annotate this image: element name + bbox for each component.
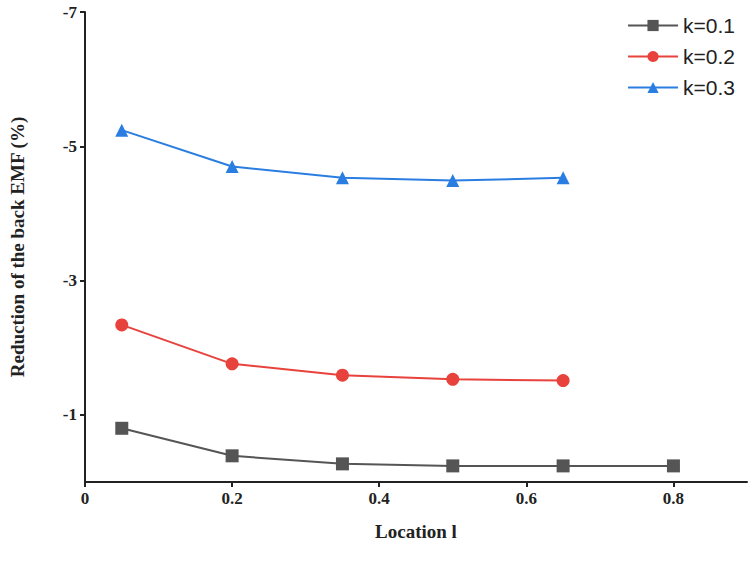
svg-text:k=0.1: k=0.1: [683, 14, 735, 37]
svg-text:Location l: Location l: [375, 521, 457, 542]
svg-text:-5: -5: [63, 137, 77, 156]
svg-text:0.6: 0.6: [516, 489, 537, 508]
svg-text:-1: -1: [63, 405, 77, 424]
svg-text:Reduction of the back EMF (%): Reduction of the back EMF (%): [7, 117, 29, 378]
svg-text:0.8: 0.8: [663, 489, 684, 508]
svg-text:k=0.2: k=0.2: [683, 45, 735, 68]
svg-text:0: 0: [81, 489, 90, 508]
svg-text:0.2: 0.2: [221, 489, 242, 508]
svg-text:0.4: 0.4: [369, 489, 391, 508]
svg-text:-3: -3: [63, 271, 77, 290]
svg-text:-7: -7: [63, 3, 78, 22]
svg-text:k=0.3: k=0.3: [683, 76, 735, 99]
